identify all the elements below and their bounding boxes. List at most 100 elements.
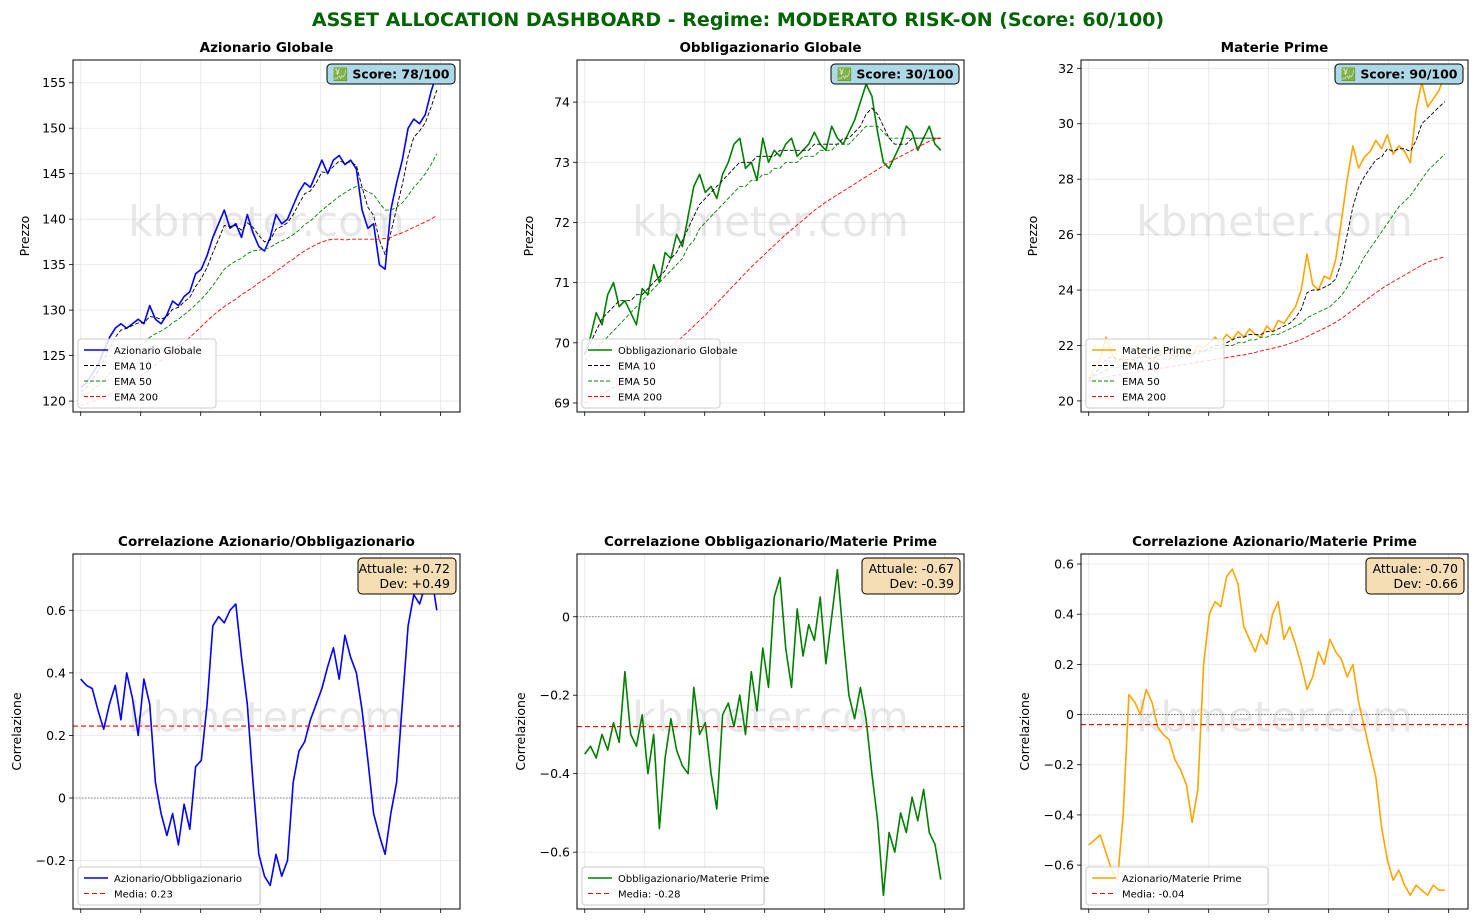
legend-label: Azionario Globale (114, 346, 202, 357)
y-tick-label: 24 (1058, 283, 1074, 298)
y-tick-label: 120 (42, 394, 66, 409)
chart-title: Correlazione Obbligazionario/Materie Pri… (604, 534, 937, 550)
legend (581, 338, 721, 409)
y-tick-label: 145 (42, 166, 66, 181)
series-line (584, 125, 941, 362)
y-axis-label: Prezzo (17, 216, 32, 257)
chart-title: Correlazione Azionario/Materie Prime (1132, 534, 1417, 550)
y-tick-label: 0.2 (1054, 657, 1074, 672)
y-tick-label: 155 (42, 75, 66, 90)
dashboard-title: ASSET ALLOCATION DASHBOARD - Regime: MOD… (312, 9, 1164, 31)
y-tick-label: 150 (42, 121, 66, 136)
legend (77, 866, 261, 906)
score-text: 💹 Score: 90/100 (1341, 67, 1458, 82)
y-tick-label: 30 (1058, 116, 1074, 131)
y-tick-label: 32 (1058, 61, 1074, 76)
stat-box (861, 557, 961, 595)
watermark-text: kbmeter.com (1136, 693, 1413, 742)
axes-frame (72, 553, 461, 910)
chart-panel-4: −0.2 0 0.2 0.4 0.6 kbmeter.com Correlazione Az… (9, 534, 461, 913)
chart-title: Azionario Globale (200, 40, 334, 56)
score-text: 💹 Score: 78/100 (333, 67, 450, 82)
y-tick-label: 74 (554, 95, 570, 110)
y-tick-label: 22 (1058, 338, 1074, 353)
y-tick-label: 0.2 (46, 728, 66, 743)
y-tick-label: 73 (554, 155, 570, 170)
y-tick-label: 69 (554, 395, 570, 410)
y-tick-label: 0 (58, 790, 66, 805)
chart-panel-6: −0.6 −0.4 −0.2 0 0.2 0.4 0.6 kbmeter.com Correla… (1017, 534, 1469, 913)
legend-label: Obbligazionario/Materie Prime (618, 874, 769, 885)
y-tick-label: −0.4 (1044, 807, 1074, 822)
stat-text: Attuale: -0.67 (869, 561, 954, 576)
y-tick-label: −0.2 (540, 688, 570, 703)
score-box (326, 63, 456, 85)
axes-frame (1080, 553, 1469, 910)
y-tick-label: 135 (42, 257, 66, 272)
legend-label: EMA 10 (114, 362, 152, 373)
series-line (584, 107, 941, 355)
stat-text: Dev: +0.49 (379, 576, 450, 591)
y-tick-label: 26 (1058, 227, 1074, 242)
axes-frame (576, 59, 965, 413)
watermark-text: kbmeter.com (128, 693, 405, 742)
legend-label: Materie Prime (1122, 346, 1192, 357)
chart-title: Obbligazionario Globale (679, 40, 861, 56)
y-tick-label: −0.6 (1044, 858, 1074, 873)
y-tick-label: 0.6 (1054, 557, 1074, 572)
legend (1085, 866, 1269, 906)
y-axis-label: Correlazione (9, 692, 24, 771)
score-box (1334, 63, 1464, 85)
legend-label: EMA 200 (618, 393, 662, 404)
y-tick-label: 0.4 (1054, 607, 1074, 622)
legend-label: EMA 200 (1122, 393, 1166, 404)
legend-label: Media: -0.28 (618, 890, 680, 901)
series-line (1088, 568, 1445, 897)
plot-area (577, 554, 964, 909)
y-tick-label: 0 (1066, 707, 1074, 722)
y-tick-label: 125 (42, 348, 66, 363)
y-tick-label: 71 (554, 275, 570, 290)
legend-label: Obbligazionario Globale (618, 346, 737, 357)
stat-box (357, 557, 457, 595)
y-tick-label: 70 (554, 335, 570, 350)
y-axis-label: Prezzo (1025, 216, 1040, 257)
y-tick-label: −0.2 (1044, 757, 1074, 772)
y-tick-label: 0 (562, 609, 570, 624)
legend-label: Media: -0.04 (1122, 890, 1184, 901)
y-tick-label: −0.4 (540, 766, 570, 781)
axes-frame (1080, 59, 1469, 413)
legend-label: Azionario/Materie Prime (1122, 874, 1242, 885)
plot-area (1081, 554, 1468, 909)
y-tick-label: 0.6 (46, 603, 66, 618)
legend-label: EMA 50 (1122, 377, 1160, 388)
series-line (80, 89, 438, 393)
stat-text: Attuale: +0.72 (359, 561, 450, 576)
chart-title: Materie Prime (1221, 40, 1329, 56)
y-tick-label: 20 (1058, 393, 1074, 408)
score-box (830, 63, 960, 85)
chart-panel-1: 120 125 130 135 140 145 150 155 kbmeter.com Azion… (17, 40, 461, 416)
stat-text: Dev: -0.39 (889, 576, 954, 591)
stat-text: Dev: -0.66 (1393, 576, 1458, 591)
y-tick-label: 28 (1058, 172, 1074, 187)
y-tick-label: 130 (42, 303, 66, 318)
watermark-text: kbmeter.com (128, 197, 405, 246)
y-tick-label: −0.2 (36, 853, 66, 868)
y-tick-label: 72 (554, 215, 570, 230)
stat-text: Attuale: -0.70 (1373, 561, 1458, 576)
chart-panel-2: 69 70 71 72 73 74 kbmeter.com Obbligazionario G… (521, 40, 965, 416)
legend-label: EMA 10 (1122, 362, 1160, 373)
stat-box (1365, 557, 1465, 595)
legend (1085, 338, 1225, 409)
axes-frame (72, 59, 461, 413)
y-axis-label: Correlazione (513, 692, 528, 771)
y-tick-label: 140 (42, 212, 66, 227)
axes-frame (576, 553, 965, 910)
legend-label: EMA 200 (114, 393, 158, 404)
chart-title: Correlazione Azionario/Obbligazionario (118, 534, 415, 550)
series-line (80, 73, 438, 389)
chart-panel-3: 20 22 24 26 28 30 32 kbmeter.com Materie Prime Pr… (1025, 40, 1469, 416)
